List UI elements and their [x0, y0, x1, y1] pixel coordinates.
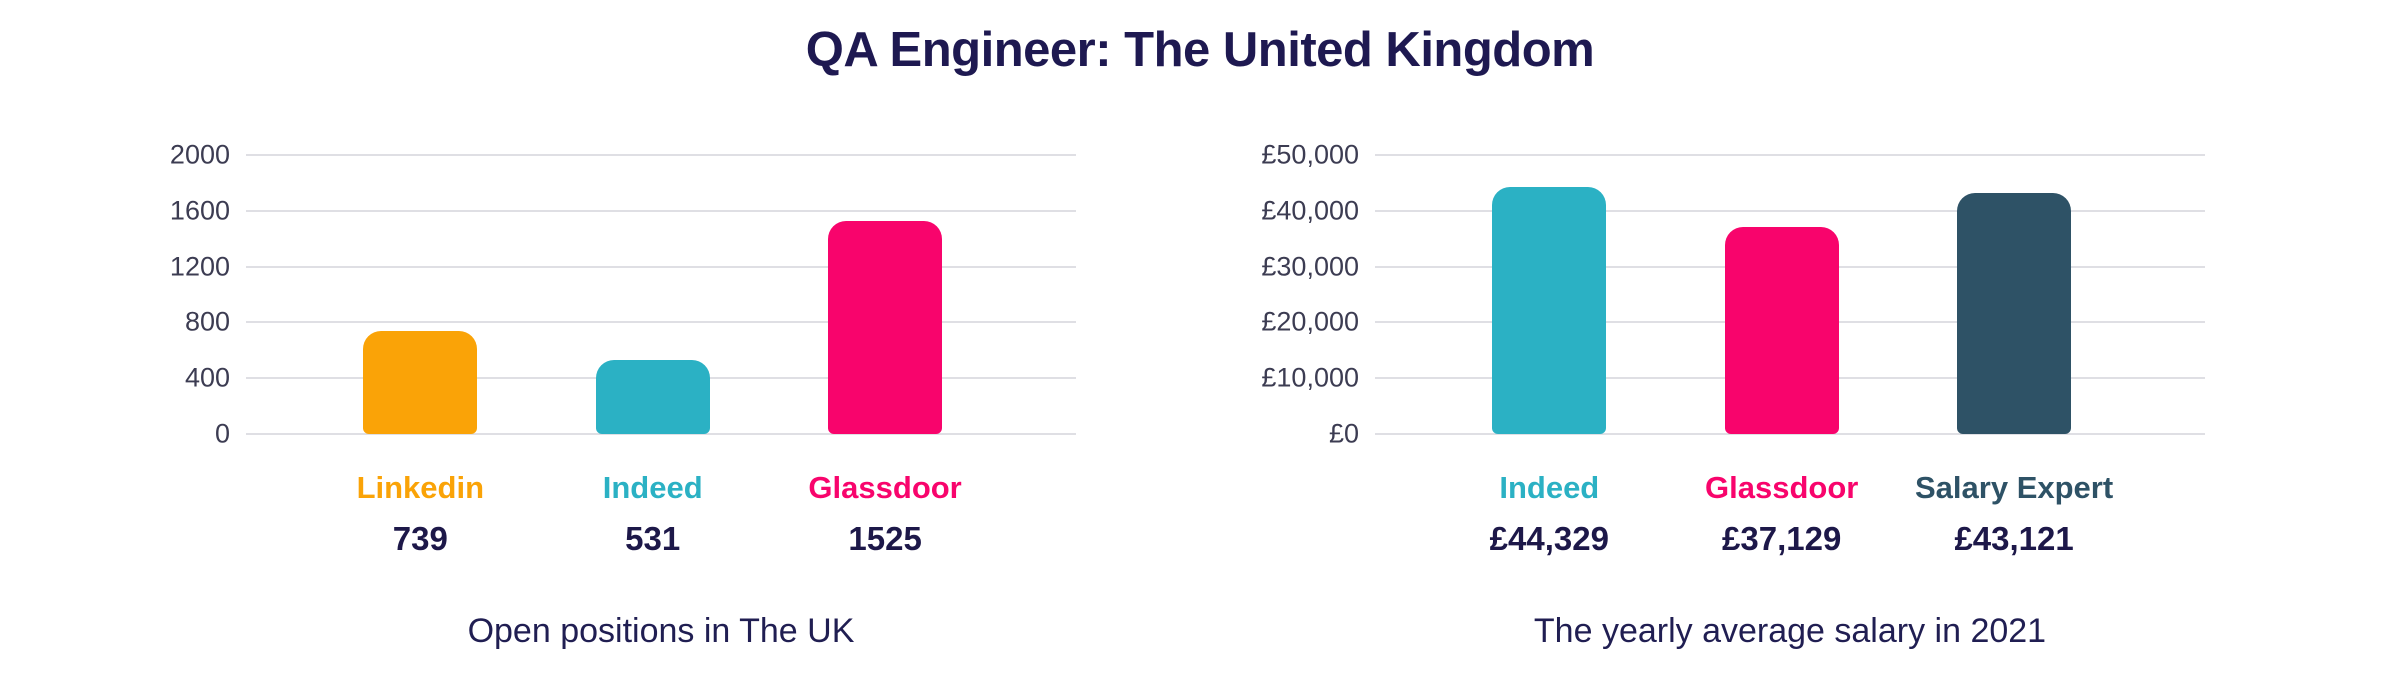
bar-linkedin [363, 330, 478, 434]
category-label-linkedin: Linkedin [356, 470, 485, 505]
category-label-glassdoor: Glassdoor [808, 470, 962, 505]
value-label-linkedin: 739 [392, 520, 448, 557]
y-axis-tick-label: 800 [184, 306, 230, 337]
gridline [1375, 209, 2205, 212]
gridline [246, 321, 1076, 324]
average-salary-plot-area: £0 £10,000 £20,000 £30,000 £40,000 £50,000 [1261, 141, 2205, 447]
y-axis-tick-label: £20,000 [1261, 306, 1359, 337]
y-axis-tick-label: 400 [184, 362, 230, 393]
open-positions-axis-labels: Linkedin 739 Indeed 531 Glassdoor 1525 [246, 434, 1076, 557]
average-salary-caption: The yearly average salary in 2021 [1533, 612, 2047, 650]
bar-glassdoor [1724, 226, 1839, 434]
y-axis-tick-label: £0 [1328, 418, 1359, 449]
gridline [246, 209, 1076, 212]
value-label-indeed: £44,329 [1489, 520, 1609, 557]
value-label-glassdoor: £37,129 [1722, 520, 1842, 557]
gridline [246, 265, 1076, 268]
value-label-glassdoor: 1525 [848, 520, 922, 557]
y-axis-tick-label: 1600 [169, 195, 230, 226]
gridline [246, 433, 1076, 435]
gridline [1375, 154, 2205, 156]
gridline [1375, 433, 2205, 435]
y-axis-tick-label: 2000 [169, 139, 230, 170]
y-axis-tick-label: £30,000 [1261, 251, 1359, 282]
bar-indeed [595, 359, 710, 434]
y-axis-tick-label: £50,000 [1261, 139, 1359, 170]
average-salary-axis-labels: Indeed £44,329 Glassdoor £37,129 Salary Expe… [1375, 434, 2205, 557]
open-positions-caption: Open positions in The UK [467, 612, 855, 650]
y-axis-tick-label: 0 [214, 418, 230, 449]
y-axis-tick-label: £10,000 [1261, 362, 1359, 393]
category-label-indeed: Indeed [1499, 470, 1600, 505]
bar-glassdoor [828, 221, 943, 434]
page-title: QA Engineer: The United Kingdom [805, 23, 1595, 77]
open-positions-chart: 0 400 800 1200 1600 2000 Linkedin 739 Indeed 531… [170, 141, 1076, 651]
y-axis-tick-label: 1200 [169, 251, 230, 282]
category-label-indeed: Indeed [602, 470, 703, 505]
gridline [246, 154, 1076, 156]
y-axis-tick-label: £40,000 [1261, 195, 1359, 226]
category-label-glassdoor: Glassdoor [1705, 470, 1859, 505]
open-positions-plot-area: 0 400 800 1200 1600 2000 [170, 141, 1076, 447]
average-salary-chart: £0 £10,000 £20,000 £30,000 £40,000 £50,000 In… [1261, 141, 2205, 651]
bar-indeed [1492, 186, 1607, 434]
value-label-salary-expert: £43,121 [1954, 520, 2074, 557]
category-label-salary-expert: Salary Expert [1915, 470, 2114, 505]
bar-salary-expert [1957, 193, 2072, 434]
value-label-indeed: 531 [625, 520, 681, 557]
